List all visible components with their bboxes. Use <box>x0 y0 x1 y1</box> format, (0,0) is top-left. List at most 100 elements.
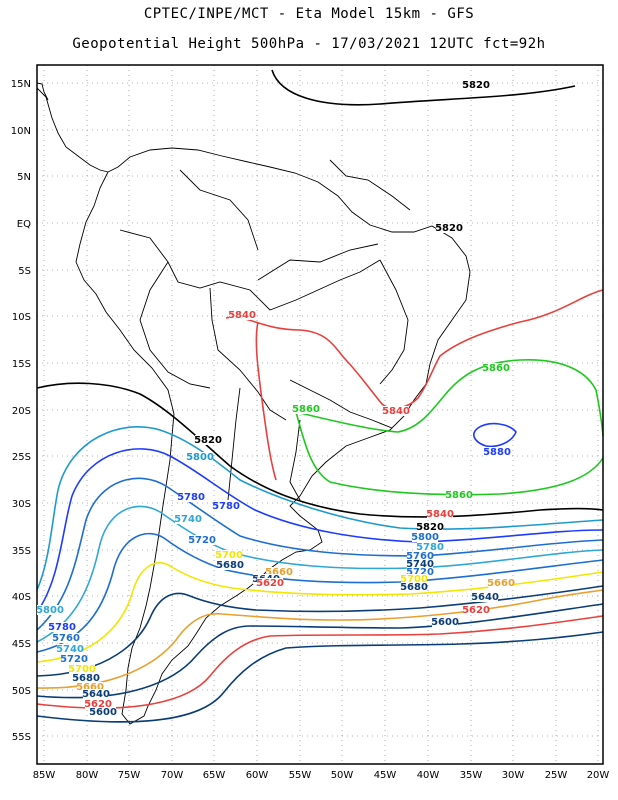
y-tick-label: EQ <box>17 219 31 230</box>
contour-label: 5660 <box>487 578 515 589</box>
contour-label-bg <box>53 633 79 643</box>
x-tick-label: 35W <box>460 770 483 781</box>
contour-label-bg <box>37 605 63 615</box>
contour-label: 5720 <box>188 535 216 546</box>
y-tick-label: 55S <box>12 732 31 743</box>
contour-label: 5660 <box>76 682 104 693</box>
map-title-line2: Geopotential Height 500hPa - 17/03/2021 … <box>72 36 546 52</box>
y-tick-label: 35S <box>12 546 31 557</box>
contour-label: 5800 <box>411 532 439 543</box>
contour-label-bg <box>407 559 433 569</box>
contour-label: 5680 <box>400 582 428 593</box>
contour-label: 5820 <box>194 435 222 446</box>
contour-label: 5620 <box>256 578 284 589</box>
x-tick-label: 55W <box>289 770 312 781</box>
contour-label: 5840 <box>426 509 454 520</box>
y-axis-ticks: 15N 10N 5N EQ 5S 10S 15S 20S 25S 30S 35S 40S 45S 50S 5… <box>11 79 31 743</box>
x-tick-label: 75W <box>118 770 141 781</box>
contour-label-bg <box>427 509 453 519</box>
y-tick-label: 10S <box>12 312 31 323</box>
contour-label: 5820 <box>435 223 463 234</box>
contour-label: 5800 <box>186 452 214 463</box>
contour-label: 5780 <box>48 622 76 633</box>
map-title-line1: CPTEC/INPE/MCT - Eta Model 15km - GFS <box>143 6 475 22</box>
contour-label-bg <box>407 567 433 577</box>
x-tick-label: 60W <box>246 770 269 781</box>
x-tick-label: 20W <box>587 770 610 781</box>
contour-label: 5820 <box>416 522 444 533</box>
x-tick-label: 65W <box>203 770 226 781</box>
contour-label-bg <box>401 574 427 584</box>
contour-label-bg <box>83 689 109 699</box>
contour-label: 5620 <box>84 699 112 710</box>
contour-label-bg <box>61 654 87 664</box>
contour-label-bg <box>463 80 489 90</box>
contour-label-bg <box>412 532 438 542</box>
contour-label: 5860 <box>292 404 320 415</box>
contour-label-bg <box>446 490 472 500</box>
y-tick-label: 45S <box>12 639 31 650</box>
contour-label: 5600 <box>89 707 117 718</box>
contour-label-bg <box>417 542 443 552</box>
x-tick-label: 70W <box>161 770 184 781</box>
x-tick-label: 40W <box>417 770 440 781</box>
x-tick-label: 45W <box>374 770 397 781</box>
contour-label-bg <box>484 447 510 457</box>
contour-label: 5720 <box>60 654 88 665</box>
contour-label: 5760 <box>406 551 434 562</box>
contour-label: 5780 <box>212 501 240 512</box>
x-tick-label: 80W <box>76 770 99 781</box>
contour-label-bg <box>178 492 204 502</box>
x-tick-label: 85W <box>33 770 56 781</box>
contour-label: 5700 <box>68 664 96 675</box>
contour-label: 5680 <box>72 673 100 684</box>
contour-label-bg <box>90 707 116 717</box>
contour-label-bg <box>216 550 242 560</box>
contour-label: 5740 <box>174 514 202 525</box>
contour-label-bg <box>293 404 319 414</box>
grid-lines <box>37 65 603 764</box>
contour-label: 5880 <box>483 447 511 458</box>
contour-label: 5680 <box>216 560 244 571</box>
contour-label-bg <box>472 592 498 602</box>
contour-labels: 5820582058405840586058605860588058205800… <box>36 80 515 718</box>
contour-label: 5840 <box>228 310 256 321</box>
y-tick-label: 30S <box>12 499 31 510</box>
contour-label-bg <box>432 617 458 627</box>
contour-label: 5620 <box>462 605 490 616</box>
contour-label: 5720 <box>406 567 434 578</box>
contour-label-bg <box>401 582 427 592</box>
contour-label-bg <box>73 673 99 683</box>
contour-label-bg <box>229 310 255 320</box>
contour-label-bg <box>189 535 215 545</box>
contour-label: 5640 <box>82 689 110 700</box>
y-tick-label: 15S <box>12 359 31 370</box>
contour-label: 5860 <box>482 363 510 374</box>
x-tick-label: 25W <box>545 770 568 781</box>
contour-label: 5700 <box>400 574 428 585</box>
contour-label: 5840 <box>382 406 410 417</box>
y-tick-label: 50S <box>12 686 31 697</box>
contour-label-bg <box>217 560 243 570</box>
contour-label: 5780 <box>177 492 205 503</box>
contour-label: 5800 <box>36 605 64 616</box>
y-tick-label: 20S <box>12 406 31 417</box>
contour-label-bg <box>488 578 514 588</box>
x-tick-label: 30W <box>502 770 525 781</box>
contour-label: 5600 <box>431 617 459 628</box>
map-frame <box>36 64 604 765</box>
contour-label: 5860 <box>445 490 473 501</box>
contour-label-bg <box>85 699 111 709</box>
contour-label-bg <box>383 406 409 416</box>
y-tick-label: 5S <box>18 266 31 277</box>
contour-label-bg <box>257 578 283 588</box>
contour-label-bg <box>195 435 221 445</box>
country-borders <box>36 82 471 725</box>
contour-label-bg <box>417 522 443 532</box>
contour-label-bg <box>436 223 462 233</box>
contour-label-bg <box>483 363 509 373</box>
y-tick-label: 40S <box>12 592 31 603</box>
y-tick-label: 10N <box>11 126 31 137</box>
contour-label: 5820 <box>462 80 490 91</box>
